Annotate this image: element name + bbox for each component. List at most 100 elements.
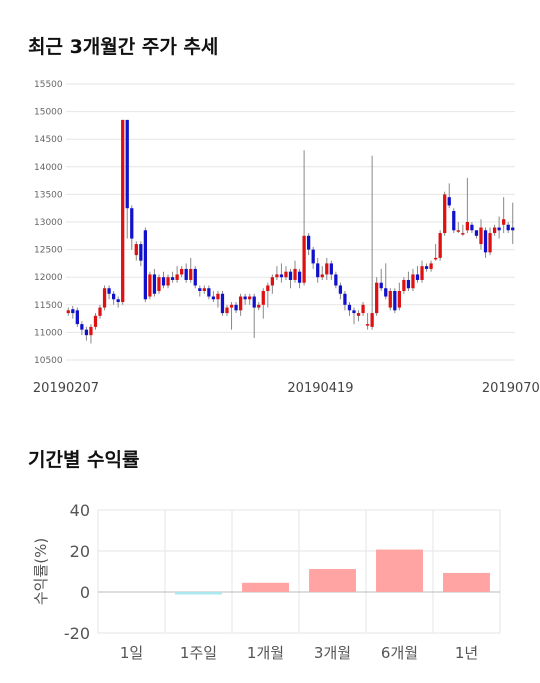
y-tick-label: 15500 [34, 80, 63, 90]
x-tick-label: 6개월 [381, 644, 418, 662]
x-tick-label: 20190207 [33, 381, 99, 396]
x-tick-label: 1개월 [247, 644, 284, 662]
candle-body [143, 230, 148, 300]
candle-body [497, 227, 501, 231]
candle-body [71, 309, 75, 314]
candle-body [388, 291, 392, 308]
candle-body [365, 324, 370, 326]
candle-body [370, 313, 374, 327]
candle-body [461, 233, 465, 235]
candle-body [379, 282, 383, 289]
y-tick-label: 14000 [34, 163, 63, 173]
candle-body [225, 307, 229, 314]
return-bar [309, 569, 356, 592]
candle-body [266, 285, 270, 291]
candle-body [130, 208, 134, 239]
y-tick-label: 14500 [34, 135, 63, 145]
candle-body [98, 307, 102, 316]
candle-body [279, 274, 284, 278]
candle-body [75, 310, 79, 325]
candle-body [175, 274, 179, 280]
candle-body [479, 227, 483, 245]
candle-body [343, 293, 347, 305]
candle-body [375, 282, 379, 314]
candle-body [347, 304, 352, 311]
candle-body [229, 304, 234, 308]
candle-body [288, 271, 293, 280]
y-tick-label: -20 [64, 624, 90, 643]
candle-body [93, 315, 98, 327]
candle-body [234, 304, 238, 311]
candle-body [502, 219, 506, 225]
candle-body [107, 288, 111, 294]
candle-body [447, 197, 451, 206]
candle-body [393, 291, 397, 311]
candle-body [148, 274, 152, 297]
candle-body [429, 263, 433, 269]
y-tick-label: 13000 [34, 218, 63, 228]
candle-body [483, 230, 488, 253]
y-tick-label: 11500 [34, 301, 63, 311]
candle-body [166, 277, 170, 286]
candle-body [415, 274, 420, 280]
candle-body [189, 268, 193, 280]
candle-body [102, 288, 107, 308]
candle-body [252, 296, 256, 308]
candle-body [184, 268, 188, 280]
candle-body [316, 263, 320, 278]
candle-body [134, 244, 138, 256]
candle-body [397, 291, 401, 308]
candle-body [170, 277, 175, 280]
y-tick-label: 40 [70, 501, 90, 520]
x-tick-label: 1주일 [180, 644, 217, 662]
return-bar [443, 572, 490, 592]
candle-body [89, 326, 93, 336]
candle-body [488, 233, 492, 253]
candle-body [511, 227, 515, 231]
candle-body [474, 230, 479, 236]
candle-body [402, 279, 406, 291]
candle-body [66, 310, 70, 314]
candle-body [352, 310, 356, 314]
candle-body [438, 233, 442, 258]
y-tick-label: 13500 [34, 190, 63, 200]
candle-body [152, 274, 157, 294]
candle-body [420, 266, 424, 280]
candle-body [243, 296, 247, 300]
candle-body [238, 296, 243, 311]
y-tick-label: 12000 [34, 273, 63, 283]
candle-body [207, 288, 211, 297]
returns-bar-chart: -20 0 20 40 1일 1주일 1개월 3개월 6개월 1년 수익률(%) [32, 501, 501, 662]
candle-body [257, 304, 261, 308]
candle-body [456, 230, 460, 232]
candle-body [320, 274, 324, 278]
candle-body [139, 244, 143, 261]
candle-body [198, 288, 202, 291]
candle-body [307, 235, 311, 250]
x-tick-label: 3개월 [314, 644, 351, 662]
x-tick-label: 1일 [120, 644, 143, 662]
candle-body [211, 296, 216, 300]
x-tick-label: 20190419 [287, 381, 353, 396]
price-trend-title: 최근 3개월간 주가 추세 [28, 36, 219, 58]
candle-body [111, 293, 116, 300]
candle-body [193, 268, 197, 286]
x-tick-label: 20190704 [482, 381, 540, 396]
y-tick-label: 20 [70, 542, 90, 561]
candle-body [125, 119, 129, 209]
y-axis-label: 수익률(%) [32, 538, 50, 605]
y-tick-label: 10500 [34, 356, 63, 366]
candle-body [452, 210, 456, 231]
candle-body [443, 194, 447, 234]
candle-body [161, 277, 166, 286]
candle-body [297, 271, 302, 283]
candle-body [433, 257, 438, 260]
candle-body [202, 288, 206, 291]
candle-body [302, 235, 306, 283]
candle-body [121, 119, 125, 303]
return-bar [376, 549, 423, 592]
candle-body [275, 274, 279, 278]
candle-body [311, 249, 315, 264]
candle-body [506, 224, 510, 231]
y-tick-label: 12500 [34, 246, 63, 256]
